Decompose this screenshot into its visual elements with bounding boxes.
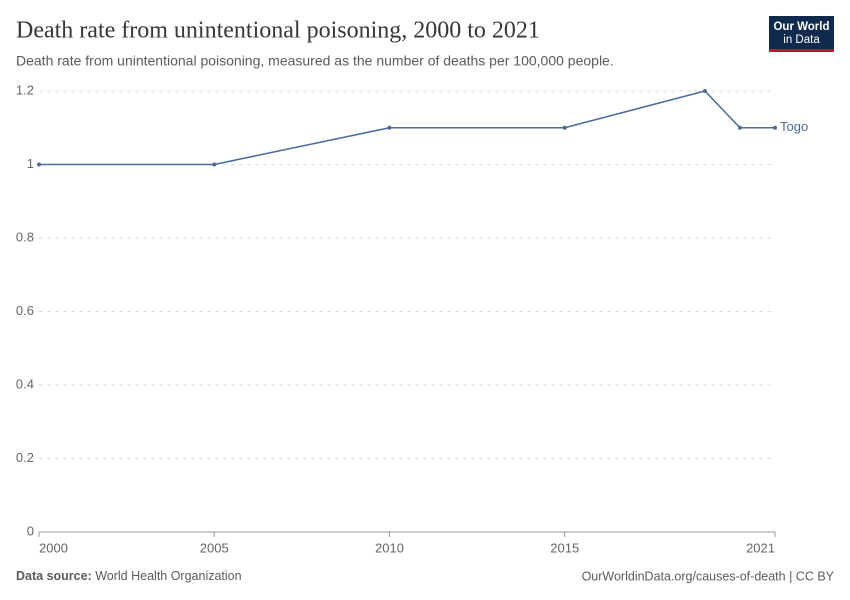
x-tick-label: 2000 xyxy=(39,540,68,555)
chart-subtitle: Death rate from unintentional poisoning,… xyxy=(16,53,614,69)
x-tick-label: 2005 xyxy=(200,540,229,555)
logo-text: Our World xyxy=(773,21,829,33)
source-label: Data source: xyxy=(16,569,92,583)
logo-bar xyxy=(769,49,834,52)
y-tick-label: 0.6 xyxy=(16,303,34,318)
line xyxy=(39,90,775,166)
series-label: Togo xyxy=(780,119,808,134)
x-tick-label: 2015 xyxy=(550,540,579,555)
point xyxy=(737,125,742,130)
y-tick-label: 0.8 xyxy=(16,229,34,244)
source-text: World Health Organization xyxy=(95,569,241,583)
point xyxy=(37,162,41,167)
chart-title: Death rate from unintentional poisoning,… xyxy=(16,18,540,44)
source: Data source: World Health Organization xyxy=(16,569,242,583)
y-tick-label: 0.2 xyxy=(16,450,34,465)
y-tick-label: 0.4 xyxy=(16,376,34,391)
point xyxy=(212,162,217,167)
point xyxy=(387,125,392,130)
point xyxy=(562,125,567,130)
y-tick-label: 0 xyxy=(27,523,34,538)
point xyxy=(773,125,777,130)
logo[interactable] xyxy=(769,16,834,52)
point xyxy=(702,89,707,93)
x-tick-label: 2010 xyxy=(375,540,404,555)
logo-text: in Data xyxy=(783,34,820,46)
y-tick-label: 1 xyxy=(27,156,34,171)
y-tick-label: 1.2 xyxy=(16,82,34,97)
url[interactable]: OurWorldinData.org/causes-of-death | CC … xyxy=(582,569,835,583)
x-tick-label: 2021 xyxy=(746,540,775,555)
